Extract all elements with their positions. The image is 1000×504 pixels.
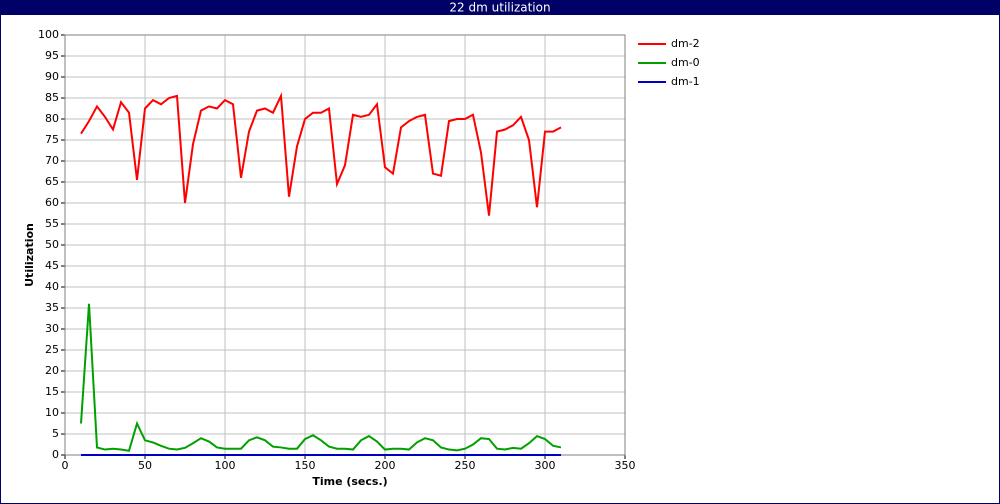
x-tick-label: 300 [535,459,556,472]
legend-label: dm-2 [671,37,700,50]
y-tick-label: 100 [38,28,59,41]
y-tick-label: 50 [45,238,59,251]
y-tick-label: 10 [45,406,59,419]
y-tick-label: 65 [45,175,59,188]
y-axis-label: Utilization [23,223,36,287]
y-tick-label: 90 [45,70,59,83]
x-tick-label: 250 [455,459,476,472]
y-tick-label: 35 [45,301,59,314]
series-line [80,303,562,452]
y-tick-label: 80 [45,112,59,125]
legend-label: dm-1 [671,75,700,88]
x-tick-label: 200 [375,459,396,472]
y-tick-label: 70 [45,154,59,167]
x-tick-label: 350 [615,459,636,472]
y-tick-label: 0 [52,448,59,461]
y-tick-label: 20 [45,364,59,377]
y-tick-label: 30 [45,322,59,335]
y-tick-label: 25 [45,343,59,356]
x-axis-label: Time (secs.) [312,475,387,488]
legend-label: dm-0 [671,56,700,69]
y-tick-label: 40 [45,280,59,293]
y-tick-label: 45 [45,259,59,272]
series-line [80,92,562,216]
y-tick-label: 15 [45,385,59,398]
x-tick-label: 50 [138,459,152,472]
y-tick-label: 75 [45,133,59,146]
title-bar [0,0,1000,15]
x-tick-label: 100 [215,459,236,472]
y-tick-label: 85 [45,91,59,104]
chart-title: 22 dm utilization [449,1,550,15]
x-tick-label: 150 [295,459,316,472]
x-tick-label: 0 [62,459,69,472]
y-tick-label: 55 [45,217,59,230]
y-tick-label: 60 [45,196,59,209]
y-tick-label: 95 [45,49,59,62]
y-tick-label: 5 [52,427,59,440]
